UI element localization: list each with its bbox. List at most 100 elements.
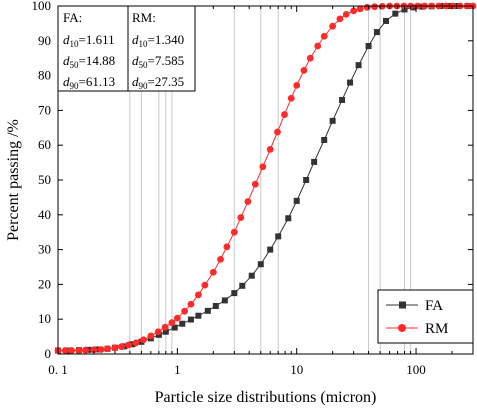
x-tick-label: 100 <box>406 362 426 377</box>
data-point-rm <box>154 328 162 336</box>
legend-frame <box>377 289 474 344</box>
y-tick-label: 10 <box>38 311 51 326</box>
data-point-rm <box>363 3 371 11</box>
data-point-rm <box>61 347 69 354</box>
data-point-fa <box>383 17 390 24</box>
data-point-rm <box>97 346 105 353</box>
data-point-rm <box>90 346 98 354</box>
data-point-fa <box>212 302 219 309</box>
data-point-rm <box>371 3 379 11</box>
data-point-rm <box>356 5 364 13</box>
data-point-rm <box>320 32 328 40</box>
data-point-rm <box>244 198 252 205</box>
x-tick-label: 10 <box>290 362 303 377</box>
y-tick-label: 20 <box>38 276 51 291</box>
annotation-title-fa: FA: <box>63 10 82 25</box>
data-point-fa <box>392 10 399 17</box>
data-point-rm <box>217 255 224 263</box>
annotation-row-rm: d50=7.585 <box>132 53 184 70</box>
annotation-title-rm: RM: <box>132 10 156 25</box>
data-point-rm <box>336 15 344 23</box>
data-point-fa <box>204 307 211 314</box>
data-point-rm <box>194 291 202 299</box>
data-point-rm <box>75 347 83 354</box>
x-tick-label: 0. 1 <box>48 362 68 377</box>
annotation-row-fa: d10=1.611 <box>63 32 115 49</box>
data-point-rm <box>342 10 350 18</box>
data-point-rm <box>147 332 155 340</box>
legend-marker-fa <box>399 301 406 309</box>
data-point-fa <box>293 197 300 204</box>
data-point-rm <box>118 343 125 351</box>
data-point-rm <box>314 42 322 50</box>
data-point-fa <box>347 79 354 86</box>
data-point-rm <box>209 268 217 276</box>
data-point-rm <box>161 323 169 331</box>
data-point-rm <box>287 94 295 102</box>
data-point-rm <box>201 281 209 289</box>
data-point-fa <box>187 316 194 323</box>
y-tick-label: 90 <box>38 33 51 48</box>
y-tick-label: 50 <box>38 172 51 187</box>
legend-label-fa: FA <box>425 298 443 314</box>
data-point-rm <box>306 54 314 62</box>
y-tick-label: 80 <box>38 68 51 83</box>
annotation-row-rm: d10=1.340 <box>132 32 184 49</box>
data-point-rm <box>350 7 358 15</box>
y-tick-label: 60 <box>38 137 51 152</box>
y-tick-label: 30 <box>38 242 51 257</box>
x-axis-title: Particle size distributions (micron) <box>155 389 377 406</box>
data-point-fa <box>171 324 178 331</box>
data-point-rm <box>266 145 274 153</box>
data-point-fa <box>239 282 246 289</box>
data-point-fa <box>267 246 274 253</box>
y-tick-label: 0 <box>45 346 52 361</box>
data-point-fa <box>231 290 238 297</box>
data-point-rm <box>293 81 301 89</box>
data-point-rm <box>104 345 111 353</box>
annotation-frame <box>57 5 196 92</box>
annotation-row-rm: d90=27.35 <box>132 74 184 91</box>
data-point-fa <box>373 29 380 36</box>
data-point-fa <box>257 261 264 268</box>
data-point-rm <box>181 307 188 315</box>
data-point-rm <box>68 347 75 354</box>
data-point-rm <box>82 346 89 354</box>
data-point-rm <box>237 214 245 221</box>
y-tick-label: 70 <box>38 102 51 117</box>
legend-label-rm: RM <box>425 321 448 337</box>
d-values-annotation: FA: d10=1.611 d50=14.88 d90=61.13 RM: d10=1.3… <box>57 5 196 92</box>
data-point-rm <box>251 180 259 188</box>
data-point-rm <box>173 314 181 322</box>
data-point-rm <box>329 22 337 30</box>
y-tick-label: 100 <box>32 0 52 13</box>
annotation-row-fa: d90=61.13 <box>63 74 115 91</box>
y-axis-title: Percent passing /% <box>5 119 22 241</box>
data-point-fa <box>365 43 372 50</box>
annotation-row-fa: d50=14.88 <box>63 53 115 70</box>
legend-marker-rm <box>398 324 406 332</box>
data-point-fa <box>355 62 362 69</box>
data-point-rm <box>125 341 132 349</box>
data-point-rm <box>230 228 238 236</box>
data-point-rm <box>281 111 288 118</box>
data-point-fa <box>303 177 310 183</box>
data-point-fa <box>221 297 228 304</box>
data-point-fa <box>285 215 292 222</box>
data-point-fa <box>329 117 336 124</box>
data-point-fa <box>311 158 318 165</box>
data-point-fa <box>275 233 282 240</box>
data-point-fa <box>248 272 255 279</box>
data-point-fa <box>162 328 169 335</box>
data-point-fa <box>401 6 408 13</box>
data-point-rm <box>187 300 195 308</box>
legend: FA RM <box>377 289 474 344</box>
data-point-rm <box>223 243 231 251</box>
data-point-rm <box>274 128 281 136</box>
data-point-rm <box>140 336 147 344</box>
data-point-rm <box>132 339 140 347</box>
data-point-fa <box>195 312 202 319</box>
data-point-rm <box>168 319 176 327</box>
data-point-fa <box>339 96 346 103</box>
